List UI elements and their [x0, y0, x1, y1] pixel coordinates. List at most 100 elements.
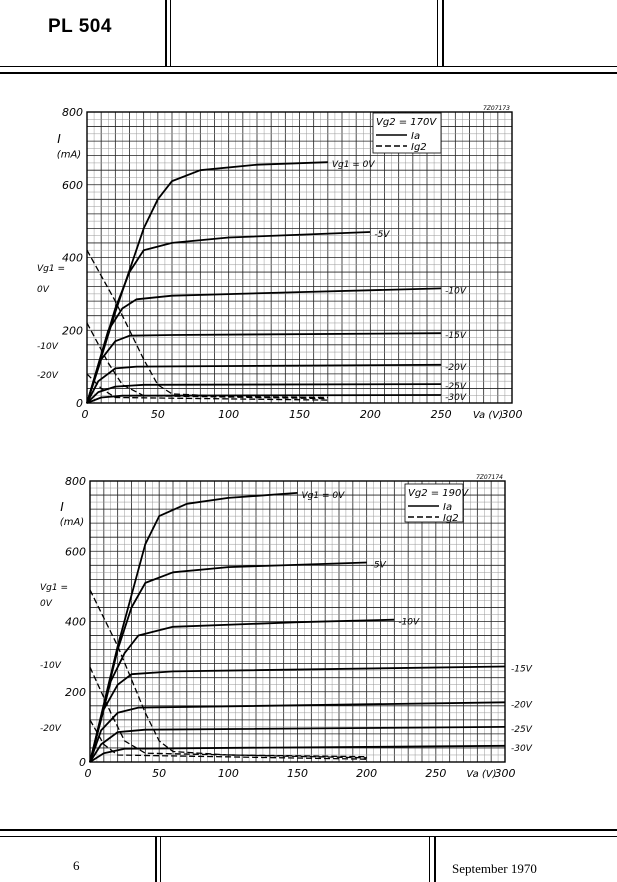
- page-title: PL 504: [48, 16, 112, 37]
- vg1-curve-label: -25V: [445, 382, 467, 392]
- header-divider: [165, 0, 167, 66]
- vg1-curve-label: -30V: [445, 393, 467, 403]
- x-tick-label: 50: [151, 408, 165, 421]
- x-axis-label: Va (V): [473, 410, 503, 421]
- header-rule: [0, 66, 617, 67]
- x-axis-label: Va (V): [466, 769, 496, 780]
- vg1-curve-label: -30V: [511, 744, 533, 754]
- footer-divider: [155, 836, 157, 882]
- ia-curve: [86, 363, 442, 404]
- vg1-curve-label: -15V: [445, 331, 467, 341]
- x-tick-label: 300: [502, 408, 523, 421]
- footer-divider: [429, 836, 430, 882]
- footer-rule: [0, 829, 617, 831]
- ia-curve: [86, 231, 371, 404]
- footer-divider: [434, 836, 436, 882]
- ia-curve: [86, 332, 442, 404]
- legend-label: Ia: [443, 502, 452, 513]
- y-tick-label: 600: [65, 545, 86, 558]
- header-divider: [437, 0, 438, 66]
- ia-curve: [86, 383, 442, 404]
- vg1-side-label: Vg1 =: [40, 583, 68, 593]
- vg1-side-label: -20V: [40, 724, 62, 734]
- plot-frame: [89, 480, 506, 763]
- x-tick-label: 50: [152, 767, 166, 780]
- header-divider: [170, 0, 171, 66]
- y-tick-label: 600: [62, 179, 83, 192]
- y-tick-label: 400: [65, 616, 86, 629]
- vg1-side-label: -20V: [37, 371, 59, 381]
- legend-heading: Vg2 = 190V: [408, 488, 469, 499]
- y-tick-label: 800: [62, 106, 83, 119]
- footer-divider: [160, 836, 161, 882]
- ia-curve: [86, 394, 442, 404]
- ia-curve: [89, 744, 506, 763]
- x-tick-label: 250: [425, 767, 446, 780]
- x-tick-label: 100: [218, 408, 239, 421]
- vg1-curve-label: -5V: [371, 560, 387, 570]
- vg1-side-label: -10V: [37, 342, 59, 352]
- legend-heading: Vg2 = 170V: [376, 117, 437, 128]
- x-tick-label: 200: [356, 767, 377, 780]
- x-tick-label: 300: [495, 767, 516, 780]
- figure-code: 7Z07174: [476, 474, 503, 481]
- legend-label: Ig2: [411, 142, 427, 153]
- ia-curve: [89, 665, 506, 763]
- vg1-side-label: 0V: [40, 599, 53, 609]
- vg1-side-label: Vg1 =: [37, 264, 65, 274]
- y-axis-label: I: [57, 132, 61, 146]
- y-tick-label: 200: [62, 324, 83, 337]
- vg1-curve-label: Vg1 = 0V: [302, 491, 346, 501]
- y-axis-label: I: [60, 500, 64, 514]
- chart-2: 0 50 100 150 200 250 300 0 200 400 600 800 Va (V) I (m…: [40, 474, 533, 780]
- x-tick-label: 250: [431, 408, 452, 421]
- grid: [86, 111, 513, 404]
- vg1-curve-label: -10V: [445, 286, 467, 296]
- header-divider: [442, 0, 444, 66]
- y-tick-label: 0: [79, 756, 86, 769]
- ia-curve: [86, 287, 442, 404]
- y-axis-unit: (mA): [60, 517, 84, 528]
- page-number: 6: [73, 858, 80, 873]
- x-tick-label: 200: [360, 408, 381, 421]
- ig2-curve: [89, 589, 367, 758]
- x-tick-label: 150: [289, 408, 310, 421]
- ia-curve: [89, 492, 298, 763]
- vg1-side-label: 0V: [37, 285, 50, 295]
- chart-1: 0 50 100 150 200 250 300 0 200 400 600 800 Va (V) I (m…: [37, 105, 523, 421]
- legend-label: Ia: [411, 131, 420, 142]
- x-tick-label: 100: [218, 767, 239, 780]
- vg1-curve-label: -15V: [511, 664, 533, 674]
- vg1-curve-label: -5V: [374, 230, 390, 240]
- ia-curve: [89, 561, 367, 763]
- x-tick-label: 0: [82, 408, 89, 421]
- vg1-side-label: -10V: [40, 661, 62, 671]
- y-tick-label: 0: [76, 397, 83, 410]
- header-rule: [0, 72, 617, 74]
- figure-code: 7Z07173: [483, 105, 510, 112]
- x-tick-label: 0: [85, 767, 92, 780]
- publication-date: September 1970: [452, 861, 537, 876]
- vg1-curve-label: -20V: [511, 700, 533, 710]
- vg1-curve-label: -20V: [445, 363, 467, 373]
- ig2-curve: [89, 666, 367, 759]
- vg1-curve-label: -25V: [511, 725, 533, 735]
- ig2-curve: [89, 719, 367, 760]
- legend-label: Ig2: [443, 513, 459, 524]
- footer-rule: [0, 836, 617, 837]
- ig2-curve: [86, 373, 328, 401]
- legend-box: [404, 483, 464, 523]
- ia-curve: [89, 726, 506, 763]
- ia-curve: [89, 618, 395, 763]
- x-tick-label: 150: [287, 767, 308, 780]
- grid: [89, 480, 506, 763]
- y-tick-label: 400: [62, 252, 83, 265]
- y-axis-unit: (mA): [57, 149, 81, 160]
- vg1-curve-label: Vg1 = 0V: [332, 160, 376, 170]
- ia-curve: [89, 701, 506, 763]
- vg1-curve-label: -10V: [398, 618, 420, 628]
- ig2-curve: [86, 322, 328, 400]
- y-tick-label: 800: [65, 475, 86, 488]
